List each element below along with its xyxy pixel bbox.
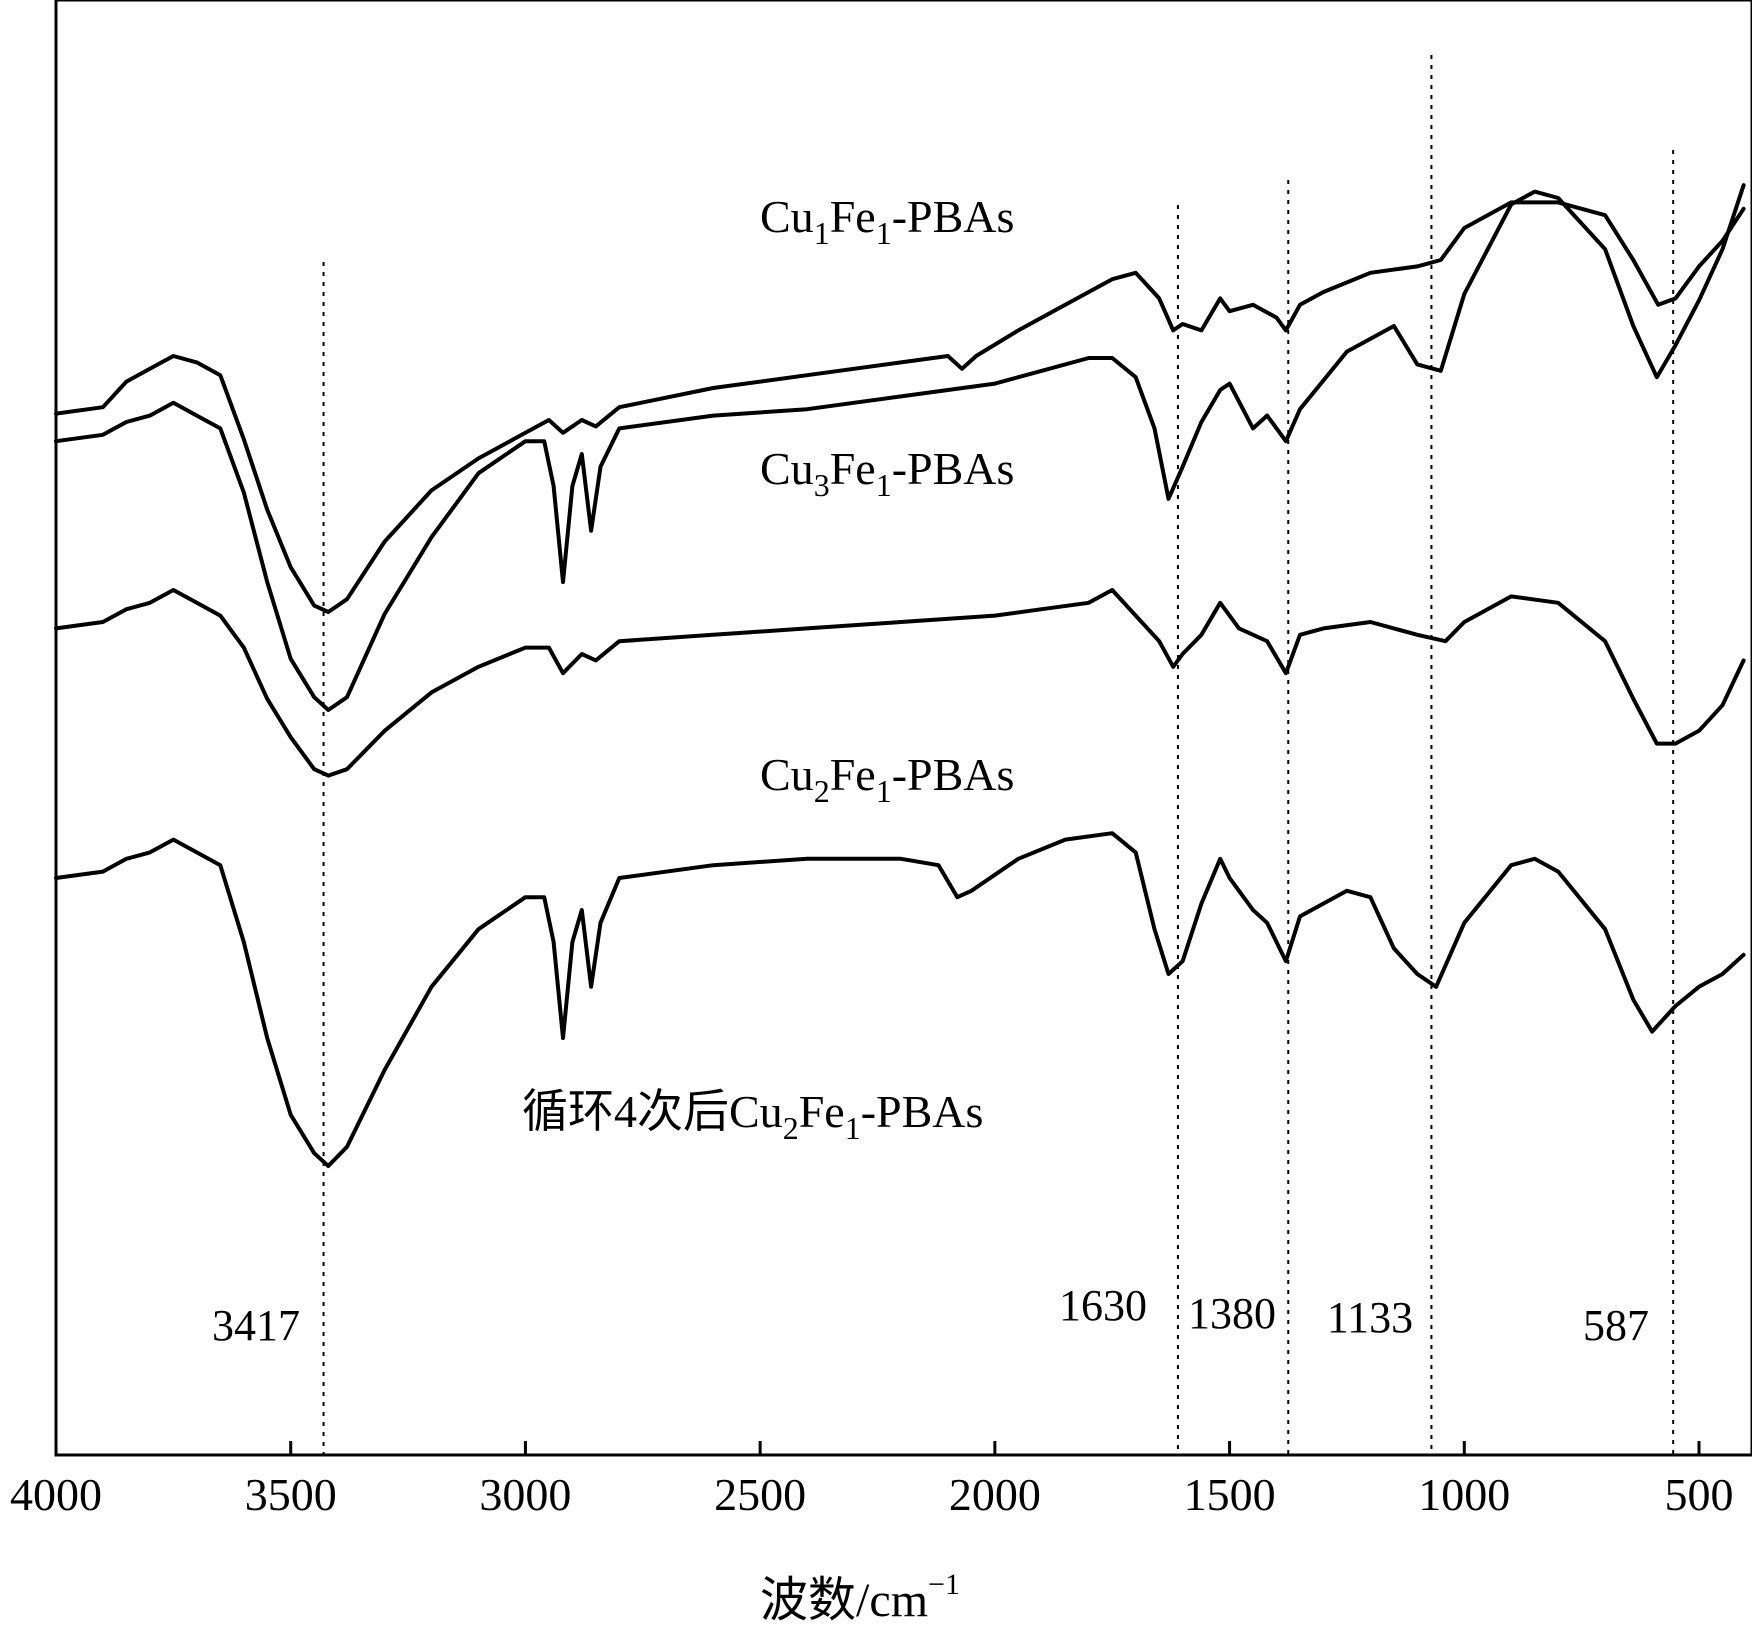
series-line-1 <box>54 200 1746 614</box>
series-lines <box>54 183 1746 1168</box>
x-tick-label-2500: 2500 <box>714 1469 806 1520</box>
series-line-2 <box>54 183 1746 712</box>
peak-label-1380: 1380 <box>1188 1289 1276 1338</box>
peak-labels: 3417 1630 1380 1133 587 <box>212 1281 1649 1350</box>
series-label-1: Cu1Fe1-PBAs <box>760 191 1014 251</box>
peak-label-587: 587 <box>1583 1301 1649 1350</box>
x-tick-label-500: 500 <box>1665 1469 1734 1520</box>
x-tick-label-3500: 3500 <box>245 1469 337 1520</box>
series-label-3: Cu2Fe1-PBAs <box>760 749 1014 809</box>
plot-frame <box>54 0 1752 1457</box>
x-axis-title: 波数/cm−1 <box>760 1568 960 1627</box>
x-axis-title-text: 波数/cm <box>760 1574 928 1627</box>
x-tick-label-1500: 1500 <box>1184 1469 1276 1520</box>
peak-marker-lines <box>322 55 1675 1455</box>
x-tick-label-1000: 1000 <box>1418 1469 1510 1520</box>
series-label-4: 循环4次后Cu2Fe1-PBAs <box>522 1086 983 1146</box>
peak-label-1133: 1133 <box>1327 1293 1413 1342</box>
x-tick-label-2000: 2000 <box>949 1469 1041 1520</box>
series-line-3 <box>54 588 1746 778</box>
x-tick-label-3000: 3000 <box>479 1469 571 1520</box>
series-labels: Cu1Fe1-PBAs Cu3Fe1-PBAs Cu2Fe1-PBAs 循环4次后Cu… <box>522 191 1014 1146</box>
x-axis-title-superscript: −1 <box>928 1568 960 1601</box>
x-tick-label-4000: 4000 <box>10 1469 102 1520</box>
peak-label-1630: 1630 <box>1059 1281 1147 1330</box>
series-line-4 <box>54 831 1746 1168</box>
peak-label-3417: 3417 <box>212 1301 300 1350</box>
series-label-2: Cu3Fe1-PBAs <box>760 443 1014 503</box>
x-axis-ticks: 4000 3500 3000 2500 2000 1500 1000 500 <box>10 1441 1734 1520</box>
